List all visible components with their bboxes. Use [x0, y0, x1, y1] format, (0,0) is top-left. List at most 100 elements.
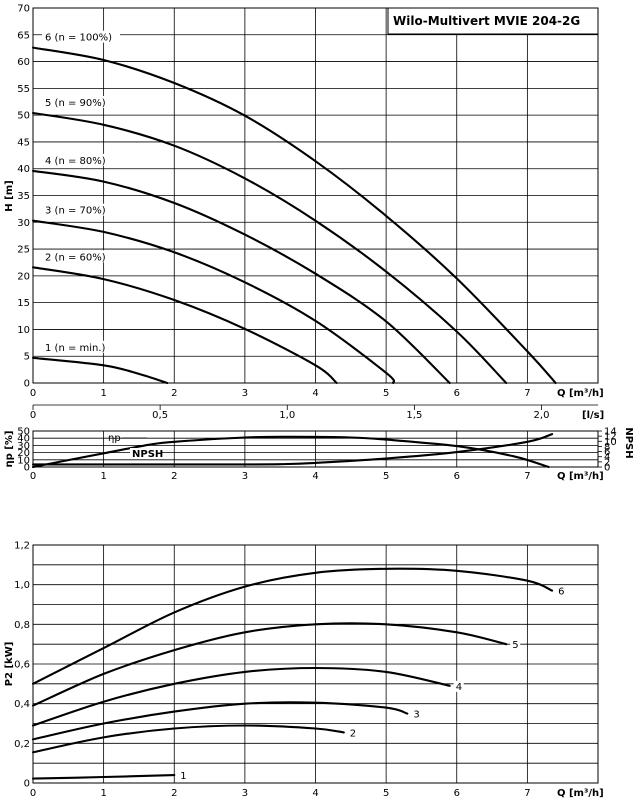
power-x-tick-label: 4	[312, 788, 318, 799]
head-x-tick-label: 7	[524, 388, 530, 399]
head-series-label-bg	[42, 30, 120, 43]
power-y-tick-label: 0,2	[14, 739, 30, 750]
power-y-tick-label: 1,2	[14, 541, 30, 552]
head-y-tick-label: 20	[17, 271, 30, 282]
eff-y2-tick-label: 10	[604, 437, 617, 448]
eff-x-tick-label: 1	[100, 471, 106, 482]
power-y-tick-label: 0	[24, 779, 30, 790]
head-series-label-bg	[42, 340, 120, 353]
title-box-frame	[387, 7, 599, 35]
head-series-line	[31, 219, 396, 385]
head-series-label: 4 (n = 80%)	[45, 156, 106, 167]
head-x2-tick-label: 0	[30, 410, 36, 421]
head-x-tick-label: 0	[30, 388, 36, 399]
eff-series-label: ηp	[108, 433, 121, 444]
eff-y-tick-label: 20	[17, 448, 30, 459]
power-x-tick-label: 6	[454, 788, 460, 799]
power-series-label: 3	[413, 710, 419, 721]
eff-y2-tick-label: 0	[604, 463, 610, 474]
head-y-tick-label: 45	[17, 137, 30, 148]
power-x-tick-label: 5	[383, 788, 389, 799]
head-y-tick-label: 5	[24, 352, 30, 363]
head-y-tick-label: 65	[17, 30, 30, 41]
eff-x-tick-label: 2	[171, 471, 177, 482]
eff-series-label: NPSH	[132, 449, 163, 460]
head-x-tick-label: 2	[171, 388, 177, 399]
eff-x-tick-label: 7	[524, 471, 530, 482]
power-x-tick-label: 7	[524, 788, 530, 799]
head-frame	[32, 7, 599, 384]
power-series-line	[31, 774, 176, 780]
eff-x-tick-label: 0	[30, 471, 36, 482]
power-y-tick-label: 1,0	[14, 580, 30, 591]
head-x-label: Q [m³/h]	[557, 388, 604, 399]
head-x2-tick-label: 1,5	[406, 410, 422, 421]
head-y-tick-label: 25	[17, 245, 30, 256]
head-x-tick-label: 5	[383, 388, 389, 399]
head-series-label-bg	[42, 203, 114, 216]
head-series-line	[31, 356, 169, 385]
power-x-tick-label: 0	[30, 788, 36, 799]
eff-frame	[32, 430, 599, 468]
power-series-label-bg	[453, 680, 464, 692]
power-chart: 00,20,40,60,81,01,20 1 2 3 4 5 6 7 Q [m³/h]P2 [k…	[4, 541, 604, 800]
head-series-label: 2 (n = 60%)	[45, 252, 106, 263]
head-series-line	[31, 169, 451, 385]
head-y-tick-label: 70	[17, 4, 30, 15]
head-x2-tick-label: 2,0	[534, 410, 550, 421]
head-series-label-bg	[42, 96, 114, 108]
eff-y2-tick-label: 12	[604, 432, 617, 443]
power-series-label: 5	[512, 640, 518, 651]
eff-x-tick-label: 3	[242, 471, 248, 482]
power-y-tick-label: 0,6	[14, 660, 30, 671]
eff-y2-tick-label: 8	[604, 442, 610, 453]
eff-y-tick-label: 40	[17, 434, 30, 445]
power-y-tick-label: 0,8	[14, 620, 30, 631]
head-series-label: 6 (n = 100%)	[45, 33, 112, 44]
head-y-tick-label: 10	[17, 325, 30, 336]
power-series-label-bg	[347, 727, 358, 739]
head-x2-label: [l/s]	[582, 410, 604, 421]
power-series-label: 1	[180, 771, 186, 782]
head-y-tick-label: 35	[17, 191, 30, 202]
eff-y-tick-label: 30	[17, 441, 30, 452]
head-y-tick-label: 15	[17, 298, 30, 309]
head-y-label: H [m]	[4, 180, 15, 211]
head-x2-tick-label: 0,5	[152, 410, 168, 421]
power-series-line	[31, 701, 409, 741]
head-y-tick-label: 50	[17, 111, 30, 122]
power-series-label: 4	[456, 682, 462, 693]
power-frame	[32, 544, 599, 784]
power-series-line	[31, 724, 345, 754]
head-x-tick-label: 6	[454, 388, 460, 399]
head-x2-tick-label: 1,0	[279, 410, 295, 421]
head-x-tick-label: 3	[242, 388, 248, 399]
head-y-tick-label: 55	[17, 84, 30, 95]
power-y-label: P2 [kW]	[4, 642, 15, 687]
head-series-line	[31, 46, 557, 385]
npsh-label-bg	[130, 448, 162, 459]
power-x-tick-label: 2	[171, 788, 177, 799]
power-series-label-bg	[411, 708, 422, 720]
eff-y-tick-label: 10	[17, 455, 30, 466]
eff-y2-tick-label: 4	[604, 452, 610, 463]
eff-y2-tick-label: 14	[604, 427, 617, 438]
head-series-label: 5 (n = 90%)	[45, 98, 106, 109]
power-series-line	[31, 567, 554, 685]
power-series-label: 6	[558, 587, 564, 598]
eff-y2-tick-label: 6	[604, 447, 610, 458]
chart-title: Wilo-Multivert MVIE 204-2G	[393, 14, 580, 28]
head-x-tick-label: 4	[312, 388, 318, 399]
head-series-label: 1 (n = min.)	[45, 343, 106, 354]
eff-x-tick-label: 6	[454, 471, 460, 482]
power-x-tick-label: 3	[242, 788, 248, 799]
head-y-tick-label: 60	[17, 57, 30, 68]
power-series-label: 2	[350, 728, 356, 739]
eff-y2-label: NPSH	[623, 427, 633, 458]
power-series-line	[31, 666, 451, 727]
eff-x-tick-label: 4	[312, 471, 318, 482]
head-y-tick-label: 30	[17, 218, 30, 229]
